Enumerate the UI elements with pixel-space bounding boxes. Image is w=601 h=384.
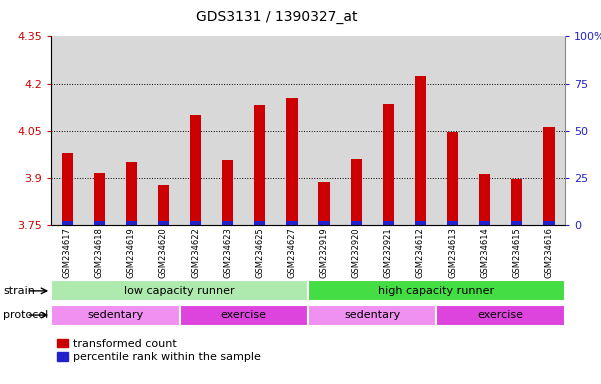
- Bar: [511, 179, 522, 225]
- Bar: [212, 36, 244, 225]
- Bar: [286, 221, 297, 225]
- Bar: [115, 36, 147, 225]
- Bar: [222, 161, 233, 225]
- Text: protocol: protocol: [3, 310, 48, 320]
- Bar: [447, 132, 458, 225]
- Bar: [479, 174, 490, 225]
- Text: GDS3131 / 1390327_at: GDS3131 / 1390327_at: [196, 10, 357, 23]
- Text: high capacity runner: high capacity runner: [379, 286, 495, 296]
- Text: strain: strain: [3, 286, 35, 296]
- Bar: [51, 280, 308, 301]
- Bar: [180, 36, 212, 225]
- Bar: [543, 127, 555, 225]
- Bar: [94, 173, 105, 225]
- Bar: [222, 221, 233, 225]
- Bar: [308, 280, 565, 301]
- Bar: [501, 36, 533, 225]
- Bar: [126, 162, 137, 225]
- Bar: [533, 36, 565, 225]
- Legend: transformed count, percentile rank within the sample: transformed count, percentile rank withi…: [56, 339, 261, 362]
- Bar: [61, 221, 73, 225]
- Bar: [479, 221, 490, 225]
- Bar: [415, 76, 426, 225]
- Bar: [276, 36, 308, 225]
- Bar: [254, 106, 266, 225]
- Bar: [190, 221, 201, 225]
- Bar: [286, 98, 297, 225]
- Bar: [415, 221, 426, 225]
- Bar: [543, 221, 555, 225]
- Bar: [51, 36, 83, 225]
- Text: sedentary: sedentary: [87, 310, 144, 320]
- Bar: [383, 221, 394, 225]
- Bar: [436, 305, 565, 326]
- Bar: [319, 182, 330, 225]
- Bar: [436, 36, 469, 225]
- Text: exercise: exercise: [478, 310, 523, 320]
- Bar: [350, 221, 362, 225]
- Bar: [180, 305, 308, 326]
- Text: low capacity runner: low capacity runner: [124, 286, 235, 296]
- Bar: [51, 305, 180, 326]
- Text: sedentary: sedentary: [344, 310, 400, 320]
- Bar: [383, 104, 394, 225]
- Bar: [372, 36, 404, 225]
- Bar: [469, 36, 501, 225]
- Bar: [404, 36, 436, 225]
- Bar: [126, 221, 137, 225]
- Bar: [340, 36, 372, 225]
- Bar: [319, 221, 330, 225]
- Bar: [94, 221, 105, 225]
- Bar: [158, 185, 169, 225]
- Bar: [244, 36, 276, 225]
- Bar: [350, 159, 362, 225]
- Bar: [308, 36, 340, 225]
- Bar: [447, 221, 458, 225]
- Bar: [190, 115, 201, 225]
- Bar: [511, 221, 522, 225]
- Bar: [308, 305, 436, 326]
- Bar: [61, 152, 73, 225]
- Bar: [158, 221, 169, 225]
- Text: exercise: exercise: [221, 310, 267, 320]
- Bar: [254, 221, 266, 225]
- Bar: [83, 36, 115, 225]
- Bar: [147, 36, 180, 225]
